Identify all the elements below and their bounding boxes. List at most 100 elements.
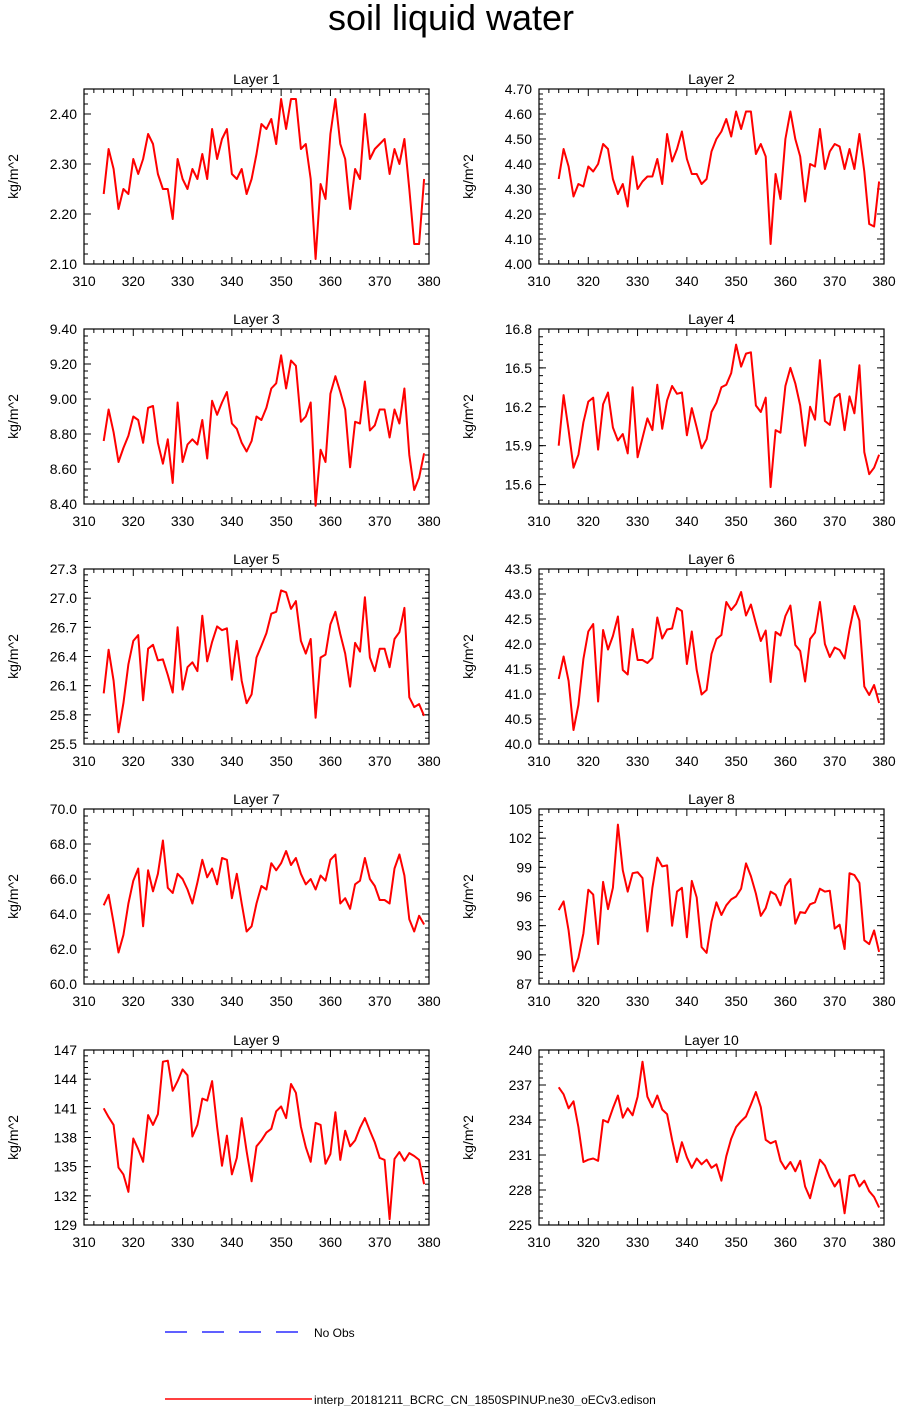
x-tick-label: 350 [269,753,293,769]
plot-frame [83,328,430,505]
x-tick-label: 310 [72,753,96,769]
x-tick-label: 330 [626,1234,650,1250]
x-tick-label: 340 [675,993,699,1009]
y-tick-label: 16.2 [505,399,532,415]
y-tick-label: 99 [516,859,532,875]
y-tick-label: 102 [509,830,533,846]
series-line [557,110,881,245]
x-tick-label: 340 [220,273,244,289]
legend: No Obs interp_20181211_BCRC_CN_1850SPINU… [165,1326,656,1406]
y-tick-label: 60.0 [50,976,77,992]
plot-frame [538,808,885,985]
x-tick-label: 350 [724,273,748,289]
y-tick-label: 41.5 [505,661,532,677]
x-tick-label: 310 [72,1234,96,1250]
x-tick-label: 380 [417,513,441,529]
y-tick-label: 41.0 [505,686,532,702]
x-tick-label: 310 [72,273,96,289]
y-tick-label: 4.70 [505,81,532,97]
x-tick-label: 310 [527,513,551,529]
x-tick-label: 320 [577,273,601,289]
y-tick-label: 25.5 [50,736,77,752]
y-tick-label: 225 [509,1217,533,1233]
panel-layer-7: Layer 7 kg/m^2 310 320 330 340 350 360 370 380 60.… [5,791,441,1009]
x-tick-label: 350 [269,273,293,289]
panel-layer-4: Layer 4 kg/m^2 310 320 330 340 350 360 370 380 15.… [460,311,896,529]
panel-title: Layer 6 [688,551,735,567]
panel-layer-2: Layer 2 kg/m^2 310 320 330 340 350 360 370 380 4.0… [460,71,896,289]
x-tick-label: 360 [774,1234,798,1250]
y-tick-label: 237 [509,1077,533,1093]
legend-no-obs-label: No Obs [314,1326,355,1340]
x-tick-label: 370 [823,513,847,529]
y-axis-label: kg/m^2 [460,874,476,919]
y-tick-label: 234 [509,1112,533,1128]
x-tick-label: 330 [171,273,195,289]
y-axis-label: kg/m^2 [460,394,476,439]
panel-layer-3: Layer 3 kg/m^2 310 320 330 340 350 360 370 380 8.4… [5,311,441,529]
y-tick-label: 4.50 [505,131,532,147]
x-tick-label: 360 [774,273,798,289]
x-tick-label: 370 [823,753,847,769]
y-axis-label: kg/m^2 [5,874,21,919]
x-tick-label: 360 [319,273,343,289]
x-tick-label: 370 [823,1234,847,1250]
plot-frame [83,88,430,265]
x-tick-label: 340 [675,1234,699,1250]
y-tick-label: 2.30 [50,156,77,172]
series-line [557,591,881,731]
x-tick-label: 340 [675,513,699,529]
y-tick-label: 129 [54,1217,78,1233]
x-tick-label: 360 [774,993,798,1009]
plot-frame [83,808,430,985]
y-tick-label: 135 [54,1159,78,1175]
y-tick-label: 40.5 [505,711,532,727]
y-tick-label: 64.0 [50,906,77,922]
y-axis-label: kg/m^2 [460,154,476,199]
panel-layer-9: Layer 9 kg/m^2 310 320 330 340 350 360 370 380 129… [5,1032,441,1250]
panel-layer-6: Layer 6 kg/m^2 310 320 330 340 350 360 370 380 40.… [460,551,896,769]
y-tick-label: 27.3 [50,561,77,577]
plot-frame [538,1049,885,1226]
x-tick-label: 320 [122,273,146,289]
x-tick-label: 380 [872,993,896,1009]
y-tick-label: 90 [516,947,532,963]
x-tick-label: 320 [122,1234,146,1250]
y-tick-label: 16.8 [505,321,532,337]
x-tick-label: 360 [319,1234,343,1250]
series-line [102,589,426,734]
y-tick-label: 26.4 [50,649,77,665]
x-tick-label: 310 [72,513,96,529]
y-tick-label: 15.9 [505,438,532,454]
x-tick-label: 350 [724,993,748,1009]
y-tick-label: 228 [509,1182,533,1198]
y-tick-label: 8.80 [50,426,77,442]
y-axis-label: kg/m^2 [5,1115,21,1160]
x-tick-label: 330 [626,993,650,1009]
x-tick-label: 370 [823,993,847,1009]
x-tick-label: 380 [417,273,441,289]
series-line [102,354,426,507]
x-tick-label: 350 [269,1234,293,1250]
y-tick-label: 26.1 [50,678,77,694]
y-axis-label: kg/m^2 [460,634,476,679]
x-tick-label: 320 [122,993,146,1009]
x-tick-label: 380 [872,513,896,529]
x-tick-label: 360 [319,993,343,1009]
x-tick-label: 370 [368,273,392,289]
y-tick-label: 240 [509,1042,533,1058]
y-tick-label: 9.20 [50,356,77,372]
x-tick-label: 340 [675,273,699,289]
x-tick-label: 370 [368,753,392,769]
panel-layer-10: Layer 10 kg/m^2 310 320 330 340 350 360 370 380 22… [460,1032,896,1250]
x-tick-label: 340 [220,513,244,529]
x-tick-label: 370 [368,1234,392,1250]
y-tick-label: 8.60 [50,461,77,477]
x-tick-label: 320 [122,513,146,529]
x-tick-label: 350 [269,993,293,1009]
y-tick-label: 138 [54,1130,78,1146]
y-tick-label: 42.5 [505,611,532,627]
y-axis-label: kg/m^2 [5,394,21,439]
plot-frame [538,88,885,265]
y-tick-label: 4.60 [505,106,532,122]
